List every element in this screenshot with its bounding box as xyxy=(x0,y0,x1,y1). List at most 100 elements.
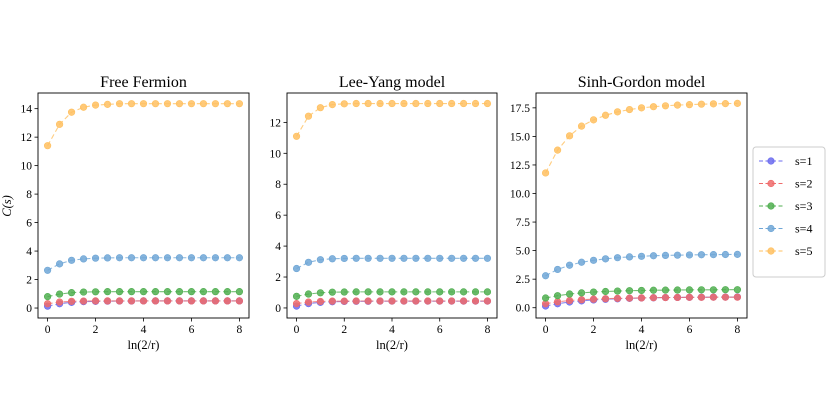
x-tick-label: 8 xyxy=(237,324,243,336)
data-point xyxy=(541,272,550,280)
data-point xyxy=(733,286,742,294)
panel-title: Lee-Yang model xyxy=(339,74,446,91)
data-point xyxy=(388,288,396,296)
data-point xyxy=(352,288,360,296)
data-point xyxy=(79,288,88,296)
data-point xyxy=(721,100,730,108)
data-point xyxy=(673,286,682,294)
data-point xyxy=(43,142,52,150)
data-point xyxy=(151,100,160,108)
data-point xyxy=(211,297,220,305)
data-point xyxy=(364,99,372,108)
data-point xyxy=(340,288,348,296)
data-point xyxy=(223,288,232,296)
y-tick-label: 2 xyxy=(275,272,281,284)
data-point xyxy=(459,254,468,262)
data-point xyxy=(673,251,682,259)
data-point xyxy=(685,286,694,294)
x-tick-label: 4 xyxy=(639,324,645,336)
data-point xyxy=(459,99,468,108)
data-point xyxy=(709,293,718,301)
plot-frame xyxy=(535,92,748,319)
data-point xyxy=(187,100,196,108)
data-point xyxy=(661,293,670,302)
data-point xyxy=(625,287,634,295)
data-point xyxy=(43,293,52,301)
y-tick-label: 6 xyxy=(275,210,281,222)
data-point xyxy=(292,264,301,273)
data-point xyxy=(709,286,718,294)
data-point xyxy=(637,286,646,295)
data-point xyxy=(199,100,208,108)
legend-box xyxy=(752,146,826,278)
data-point xyxy=(661,102,670,110)
data-point xyxy=(364,254,372,262)
y-tick-label: 2.5 xyxy=(516,274,531,286)
x-tick-label: 0 xyxy=(45,324,51,336)
series-s=4 xyxy=(43,254,244,274)
data-point xyxy=(400,297,408,305)
y-tick-label: 6 xyxy=(26,218,32,230)
data-point xyxy=(328,297,336,305)
data-point xyxy=(685,251,694,259)
data-point xyxy=(79,255,88,263)
data-point xyxy=(601,295,610,303)
chart-panel-2: Lee-Yang model 0 2 4 6 8 0 2 4 6 8 10 12 ln(2/r) xyxy=(270,74,498,352)
data-point xyxy=(436,288,444,296)
data-point xyxy=(637,252,646,260)
x-tick-label: 8 xyxy=(735,324,741,336)
y-tick-label: 0 xyxy=(26,303,32,315)
legend-entry-s=1: s=1 xyxy=(759,154,812,168)
legend-label: s=5 xyxy=(795,244,812,258)
data-point xyxy=(163,288,172,296)
data-point xyxy=(175,288,184,296)
legend-label: s=4 xyxy=(795,222,812,236)
data-point xyxy=(577,296,586,304)
data-point xyxy=(211,254,220,262)
data-point xyxy=(139,297,148,305)
data-point xyxy=(412,288,420,296)
data-point xyxy=(483,288,492,296)
data-point xyxy=(163,100,172,108)
x-tick-label: 6 xyxy=(189,324,195,336)
series-s=3 xyxy=(292,288,492,300)
data-point xyxy=(565,261,574,269)
data-point xyxy=(175,297,184,305)
data-point xyxy=(115,288,124,296)
data-point xyxy=(661,251,670,260)
data-point xyxy=(589,295,598,303)
data-point xyxy=(412,297,420,305)
data-point xyxy=(91,297,100,305)
legend-marker xyxy=(767,247,775,255)
legend-entry-s=3: s=3 xyxy=(759,199,812,213)
data-point xyxy=(625,294,634,302)
data-point xyxy=(625,105,634,114)
data-point xyxy=(316,289,325,297)
data-point xyxy=(187,254,196,262)
data-point xyxy=(163,297,172,305)
series-s=5 xyxy=(43,100,244,150)
data-point xyxy=(304,112,313,120)
series-s=4 xyxy=(541,250,742,280)
data-point xyxy=(316,256,325,264)
y-tick-label: 10.0 xyxy=(510,189,530,201)
y-tick-label: 12.5 xyxy=(510,160,530,172)
data-point xyxy=(459,297,468,305)
data-point xyxy=(340,100,348,108)
data-point xyxy=(151,297,160,305)
y-tick-label: 12 xyxy=(270,117,282,129)
data-point xyxy=(187,297,196,305)
data-point xyxy=(199,288,208,296)
data-point xyxy=(388,254,396,262)
data-point xyxy=(400,99,408,108)
y-tick-label: 17.5 xyxy=(510,103,530,115)
y-tick-label: 8 xyxy=(26,189,32,201)
data-point xyxy=(601,287,610,296)
x-tick-label: 2 xyxy=(93,324,99,336)
x-axis-label: ln(2/r) xyxy=(128,338,160,352)
data-point xyxy=(733,250,742,258)
data-point xyxy=(577,258,586,266)
data-point xyxy=(553,298,562,306)
data-point xyxy=(304,258,313,266)
